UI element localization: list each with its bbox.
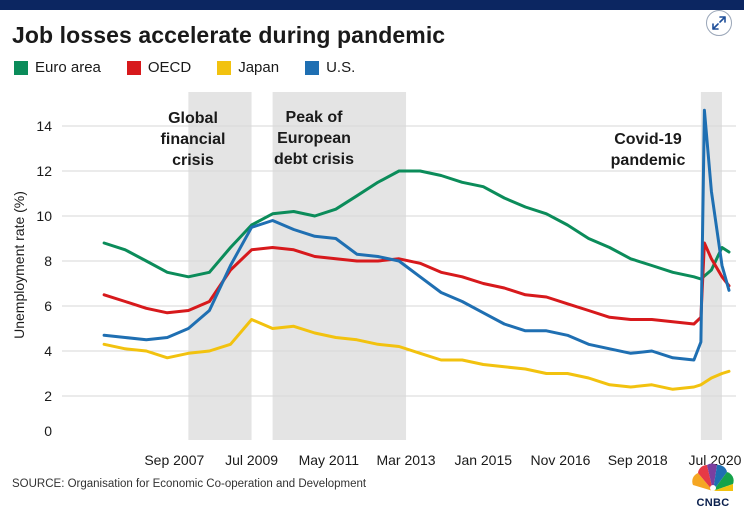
- y-tick-label: 4: [44, 343, 52, 359]
- legend-swatch: [217, 60, 232, 75]
- legend-swatch: [126, 60, 141, 75]
- y-tick-label: 14: [36, 118, 52, 134]
- legend-label: U.S.: [326, 59, 356, 76]
- x-tick-label: May 2011: [299, 452, 360, 468]
- y-tick-label-0: 0: [44, 423, 52, 439]
- y-tick-label: 2: [44, 388, 52, 404]
- annotation-global-financial-crisis: Global financial crisis: [161, 110, 226, 169]
- y-tick-label: 12: [36, 163, 52, 179]
- legend-swatch: [305, 60, 320, 75]
- chart-title: Job losses accelerate during pandemic: [12, 22, 446, 48]
- shaded-period-global-financial-crisis: [188, 92, 252, 440]
- legend-item-euro-area: Euro area: [14, 59, 101, 76]
- y-axis-ticks: 2 4 6 8 10 12 14 0: [36, 118, 52, 439]
- series-line-japan: [102, 318, 731, 391]
- legend-label: Japan: [238, 59, 280, 76]
- top-brand-bar: [0, 0, 744, 10]
- y-axis-label: Unemployment rate (%): [11, 191, 27, 339]
- legend-item-oecd: OECD: [126, 59, 192, 76]
- line-chart: 2 4 6 8 10 12 14 0 Unemployment rate (%) Sep 2007…: [11, 92, 742, 468]
- x-tick-label: Sep 2007: [144, 452, 204, 468]
- expand-icon: [712, 16, 726, 30]
- shaded-period-covid-19-pandemic: [700, 92, 722, 440]
- x-axis-ticks: Sep 2007 Jul 2009 May 2011 Mar 2013 Jan 2015…: [144, 452, 741, 468]
- annotation-peak-of-european-debt-crisis: Peak of European debt crisis: [274, 109, 354, 168]
- y-tick-label: 8: [44, 253, 52, 269]
- shaded-period-peak-of-european-debt-crisis: [272, 92, 407, 440]
- period-annotations: Global financial crisis Peak of European debt…: [161, 109, 686, 169]
- cnbc-logo: CNBC: [690, 461, 736, 513]
- x-tick-label: Nov 2016: [531, 452, 591, 468]
- legend-item-u-s: U.S.: [305, 59, 355, 76]
- source-note: SOURCE: Organisation for Economic Co-ope…: [12, 478, 367, 490]
- x-tick-label: Sep 2018: [608, 452, 668, 468]
- legend-swatch: [14, 60, 28, 75]
- logo-text: CNBC: [696, 497, 730, 509]
- annotation-covid-19-pandemic: Covid-19 pandemic: [611, 131, 686, 169]
- y-tick-label: 6: [44, 298, 52, 314]
- x-tick-label: Jul 2009: [225, 452, 278, 468]
- legend-label: Euro area: [35, 59, 101, 76]
- chart-legend: Euro area OECD Japan U.S.: [14, 59, 381, 76]
- series-line-u-s: [102, 108, 731, 362]
- peacock-logo-icon: [692, 463, 734, 491]
- legend-label: OECD: [147, 59, 192, 76]
- shaded-periods: [188, 92, 722, 440]
- x-tick-label: Jul 2020: [688, 452, 741, 468]
- y-tick-label: 10: [36, 208, 52, 224]
- series-lines: [102, 108, 731, 391]
- series-line-euro-area: [102, 169, 731, 281]
- legend-item-japan: Japan: [217, 59, 279, 76]
- x-tick-label: Mar 2013: [376, 452, 435, 468]
- x-tick-label: Jan 2015: [454, 452, 512, 468]
- expand-button[interactable]: [706, 10, 732, 36]
